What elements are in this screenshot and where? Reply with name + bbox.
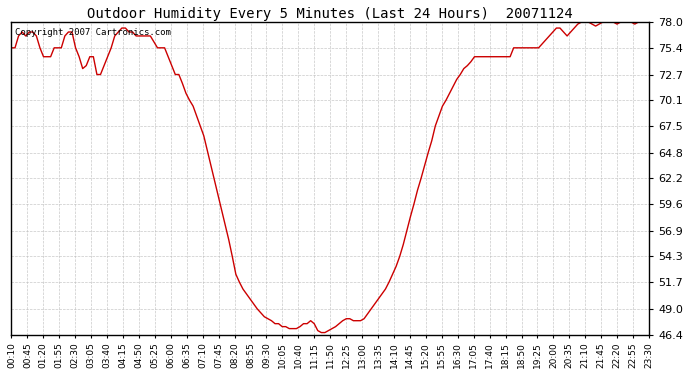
Title: Outdoor Humidity Every 5 Minutes (Last 24 Hours)  20071124: Outdoor Humidity Every 5 Minutes (Last 2… — [88, 7, 573, 21]
Text: Copyright 2007 Cartronics.com: Copyright 2007 Cartronics.com — [14, 28, 170, 38]
